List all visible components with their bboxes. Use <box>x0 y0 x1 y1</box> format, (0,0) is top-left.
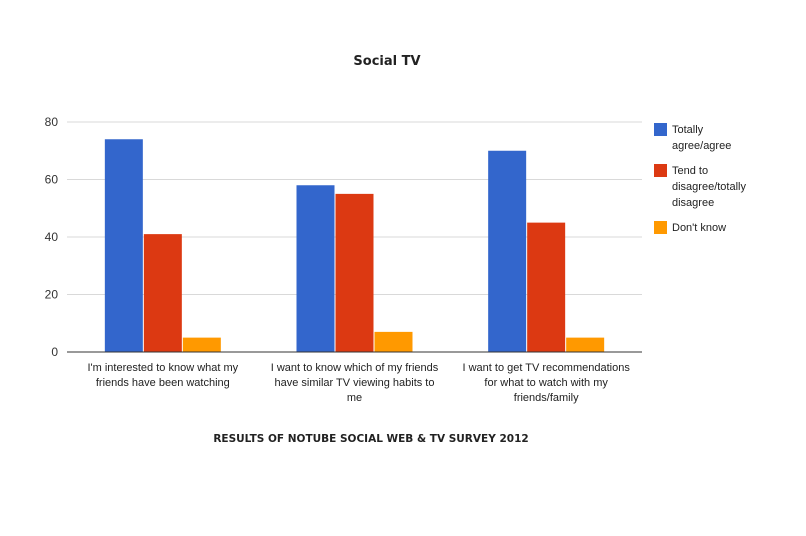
bar-series-1-category-3 <box>488 150 527 352</box>
y-tick-label: 20 <box>45 288 59 302</box>
y-tick-label: 60 <box>45 173 59 187</box>
legend-label: Tend to <box>672 165 708 177</box>
y-axis-ticks: 0 20 40 60 80 <box>45 115 59 359</box>
bar-series-2-category-3 <box>527 222 566 352</box>
y-tick-label: 80 <box>45 115 59 129</box>
x-category-label: have similar TV viewing habits to <box>275 377 435 389</box>
bars <box>104 139 605 352</box>
bar-series-3-category-2 <box>374 331 413 352</box>
chart-title: Social TV <box>353 54 420 69</box>
legend-label: Totally <box>672 124 704 136</box>
x-category-label: I want to know which of my friends <box>271 362 439 374</box>
y-tick-label: 40 <box>45 230 59 244</box>
bar-series-2-category-2 <box>335 193 374 352</box>
x-axis-categories: I'm interested to know what my friends ha… <box>87 362 630 404</box>
bar-series-1-category-1 <box>104 139 143 352</box>
legend-label: disagree <box>672 197 714 209</box>
legend: Totally agree/agree Tend to disagree/totall… <box>654 123 746 234</box>
x-category-label: for what to watch with my <box>484 377 608 389</box>
x-category-label: friends have been watching <box>96 377 230 389</box>
legend-swatch-3 <box>654 221 667 234</box>
x-category-label: friends/family <box>514 392 579 404</box>
legend-swatch-2 <box>654 164 667 177</box>
bar-series-3-category-1 <box>182 337 221 352</box>
chart-caption: RESULTS OF NOTUBE SOCIAL WEB & TV SURVEY… <box>213 433 528 445</box>
bar-series-1-category-2 <box>296 185 335 352</box>
bar-series-2-category-1 <box>143 234 182 352</box>
x-category-label: I want to get TV recommendations <box>463 362 631 374</box>
legend-label: Don't know <box>672 222 726 234</box>
x-category-label: me <box>347 392 362 404</box>
x-category-label: I'm interested to know what my <box>87 362 238 374</box>
y-tick-label: 0 <box>51 345 58 359</box>
bar-series-3-category-3 <box>566 337 605 352</box>
legend-label: agree/agree <box>672 140 731 152</box>
legend-swatch-1 <box>654 123 667 136</box>
legend-label: disagree/totally <box>672 181 746 193</box>
